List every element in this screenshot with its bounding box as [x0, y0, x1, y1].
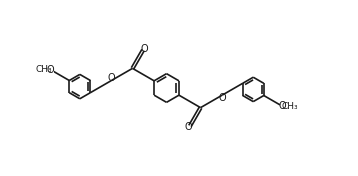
Text: CH₃: CH₃	[282, 102, 298, 111]
Text: O: O	[47, 65, 54, 75]
Text: O: O	[141, 44, 148, 54]
Text: O: O	[218, 93, 226, 103]
Text: O: O	[107, 73, 115, 83]
Text: O: O	[279, 101, 286, 111]
Text: O: O	[185, 122, 193, 132]
Text: CH₃: CH₃	[35, 65, 52, 74]
